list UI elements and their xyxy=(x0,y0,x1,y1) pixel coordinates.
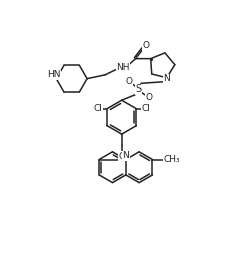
Text: NH: NH xyxy=(116,63,129,72)
Text: Cl: Cl xyxy=(93,104,102,113)
Text: O: O xyxy=(118,152,125,161)
Text: Cl: Cl xyxy=(141,104,149,113)
Text: HN: HN xyxy=(47,70,60,79)
Text: CH₃: CH₃ xyxy=(163,155,179,164)
Text: N: N xyxy=(163,74,169,83)
Text: S: S xyxy=(135,84,141,94)
Text: N: N xyxy=(122,151,129,160)
Text: O: O xyxy=(142,41,148,50)
Text: O: O xyxy=(125,77,132,86)
Text: O: O xyxy=(144,93,152,102)
